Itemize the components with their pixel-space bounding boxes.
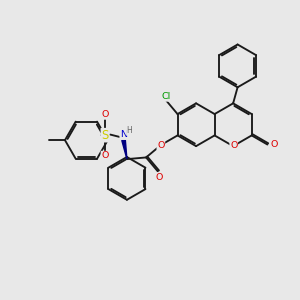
Text: O: O	[230, 141, 237, 150]
Text: O: O	[101, 152, 109, 160]
Text: Cl: Cl	[161, 92, 170, 101]
Polygon shape	[122, 140, 127, 159]
Text: O: O	[157, 141, 164, 150]
Text: O: O	[101, 110, 109, 119]
Text: O: O	[156, 173, 163, 182]
Text: S: S	[101, 129, 109, 142]
Text: H: H	[127, 126, 132, 135]
Text: N: N	[120, 130, 127, 139]
Text: O: O	[270, 140, 278, 149]
